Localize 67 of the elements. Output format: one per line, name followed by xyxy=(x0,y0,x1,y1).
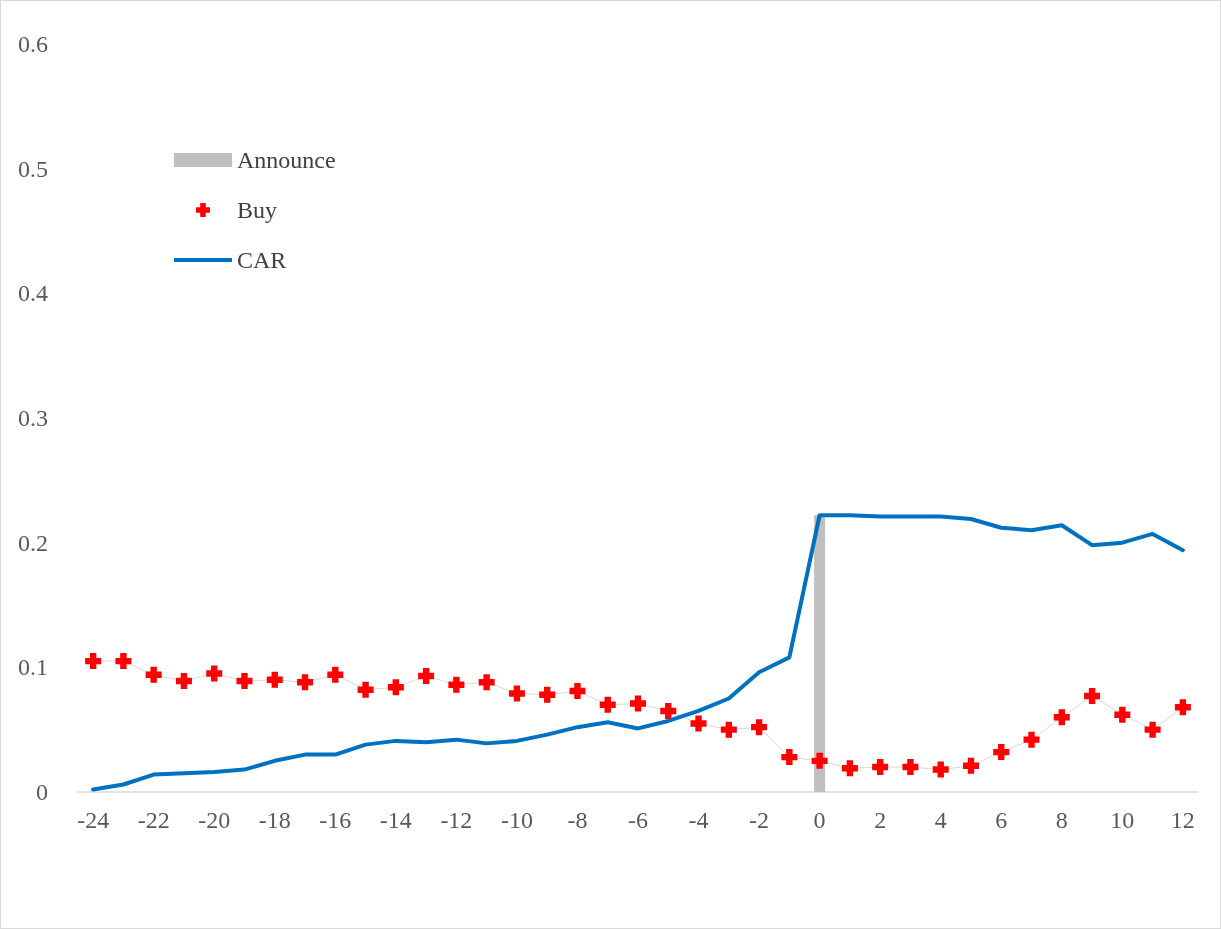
x-tick-label: -8 xyxy=(567,807,588,833)
point xyxy=(145,666,162,683)
x-tick-label: -16 xyxy=(319,807,352,833)
y-tick-label: 0.2 xyxy=(18,529,48,556)
point xyxy=(387,679,404,696)
x-tick-label: 2 xyxy=(874,807,887,833)
point xyxy=(569,683,586,700)
y-tick-label: 0.6 xyxy=(18,31,48,57)
point xyxy=(327,666,344,683)
point xyxy=(1023,731,1040,748)
point xyxy=(478,674,495,691)
point xyxy=(1174,699,1191,716)
point xyxy=(175,673,192,690)
x-tick-label: 6 xyxy=(995,807,1008,833)
legend-label: CAR xyxy=(237,247,287,273)
point xyxy=(630,695,646,712)
x-tick-label: -10 xyxy=(500,807,533,833)
point xyxy=(236,673,253,690)
y-tick-label: 0 xyxy=(36,779,48,805)
point xyxy=(841,760,858,777)
y-tick-label: 0.5 xyxy=(18,155,48,182)
y-tick-label: 0.1 xyxy=(18,654,48,681)
line-series xyxy=(91,513,1185,792)
point xyxy=(781,749,798,766)
x-tick-label: -2 xyxy=(749,807,770,833)
x-tick-label: -12 xyxy=(440,807,473,833)
point xyxy=(720,721,737,738)
x-tick-label: 8 xyxy=(1055,807,1068,833)
point xyxy=(357,681,374,698)
point xyxy=(297,674,314,691)
x-tick-label: -20 xyxy=(198,807,231,833)
point xyxy=(539,686,556,703)
y-tick-label: 0.3 xyxy=(18,405,48,431)
point xyxy=(85,653,102,670)
point xyxy=(811,752,828,769)
point xyxy=(751,719,768,736)
point xyxy=(508,685,525,702)
x-tick-label: 0 xyxy=(813,807,826,833)
x-tick-label: 10 xyxy=(1110,807,1135,833)
point xyxy=(599,696,616,713)
point xyxy=(993,744,1010,761)
point xyxy=(418,668,435,685)
point xyxy=(266,671,283,688)
point xyxy=(1144,721,1161,738)
point xyxy=(902,759,919,776)
point xyxy=(690,715,707,732)
x-tick-label: -14 xyxy=(379,807,412,833)
x-tick-label: 12 xyxy=(1170,807,1195,833)
x-tick-label: -24 xyxy=(77,807,110,833)
point xyxy=(448,676,465,693)
y-tick-label: 0.4 xyxy=(18,280,48,307)
point xyxy=(1053,709,1070,726)
legend-label: Buy xyxy=(237,197,278,223)
x-tick-label: -22 xyxy=(137,807,170,833)
point xyxy=(932,761,949,778)
point xyxy=(660,702,677,719)
x-tick-label: -4 xyxy=(688,807,709,833)
point xyxy=(1084,688,1101,705)
point xyxy=(872,759,889,776)
legend-label: Announce xyxy=(237,147,336,173)
x-tick-label: 4 xyxy=(934,807,947,833)
point xyxy=(115,653,132,670)
point xyxy=(1114,706,1131,723)
x-tick-label: -18 xyxy=(258,807,291,833)
x-tick-label: -6 xyxy=(628,807,648,833)
point xyxy=(206,665,223,682)
point xyxy=(962,757,979,774)
